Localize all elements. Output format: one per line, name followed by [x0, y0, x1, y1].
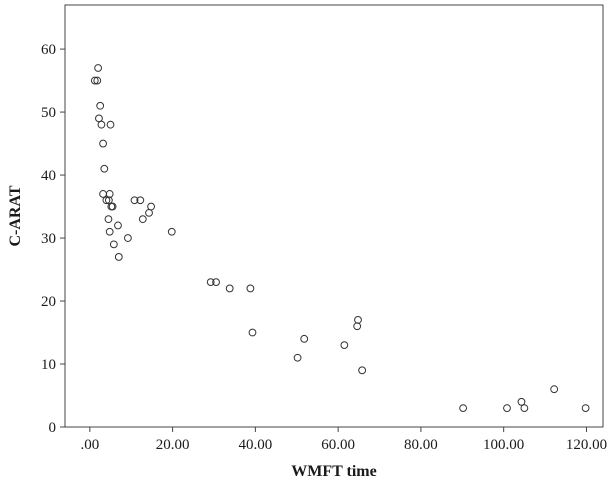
- data-point: [102, 196, 111, 205]
- y-tick-label: 0: [49, 420, 57, 436]
- data-point: [246, 284, 255, 293]
- data-point: [136, 196, 145, 205]
- x-tick-label: 100.00: [483, 437, 524, 453]
- x-tick-label: 120.00: [566, 437, 607, 453]
- data-point: [550, 385, 559, 394]
- data-point: [340, 341, 349, 350]
- data-point: [503, 404, 511, 413]
- x-tick-label: 80.00: [404, 437, 438, 453]
- data-point: [459, 404, 468, 413]
- data-point: [138, 215, 147, 224]
- data-point: [206, 278, 215, 287]
- data-point: [581, 404, 590, 413]
- x-axis-label: WMFT time: [291, 463, 376, 480]
- x-tick-label: 40.00: [238, 437, 272, 453]
- x-tick-label: .00: [80, 437, 99, 453]
- data-point: [248, 328, 257, 337]
- y-tick-label: 10: [41, 357, 56, 373]
- data-point: [124, 234, 132, 242]
- data-point: [358, 366, 367, 375]
- data-point: [145, 208, 153, 217]
- x-axis: .00 20.00 40.00 60.00 80.00 100.00 120.00: [80, 427, 607, 453]
- y-tick-label: 20: [41, 294, 56, 310]
- data-point: [130, 196, 139, 205]
- y-tick-label: 50: [41, 105, 56, 121]
- data-points: [90, 64, 590, 413]
- y-tick-label: 40: [41, 168, 56, 184]
- data-point: [225, 284, 234, 293]
- data-point: [300, 334, 309, 343]
- data-point: [114, 221, 122, 230]
- data-point: [212, 278, 220, 287]
- data-point: [108, 202, 117, 211]
- data-point: [100, 164, 109, 173]
- data-point: [106, 120, 115, 129]
- x-tick-label: 20.00: [156, 437, 190, 453]
- plot-frame: [64, 4, 604, 428]
- data-point: [97, 120, 106, 129]
- x-tick-label: 60.00: [321, 437, 355, 453]
- data-point: [293, 353, 302, 362]
- y-tick-label: 60: [41, 42, 56, 58]
- data-point: [520, 404, 529, 413]
- data-point: [104, 215, 113, 224]
- y-axis: 0 10 20 30 40 50 60: [41, 42, 65, 436]
- data-point: [90, 76, 99, 85]
- data-point: [109, 240, 118, 249]
- data-point: [517, 397, 526, 406]
- y-tick-label: 30: [41, 231, 56, 247]
- data-point: [94, 64, 103, 72]
- data-point: [114, 253, 123, 261]
- data-point: [99, 139, 107, 148]
- y-axis-label: C-ARAT: [7, 185, 24, 246]
- data-point: [93, 76, 102, 85]
- data-point: [167, 227, 176, 236]
- data-point: [353, 322, 362, 331]
- data-point: [105, 227, 114, 236]
- data-point: [96, 101, 105, 110]
